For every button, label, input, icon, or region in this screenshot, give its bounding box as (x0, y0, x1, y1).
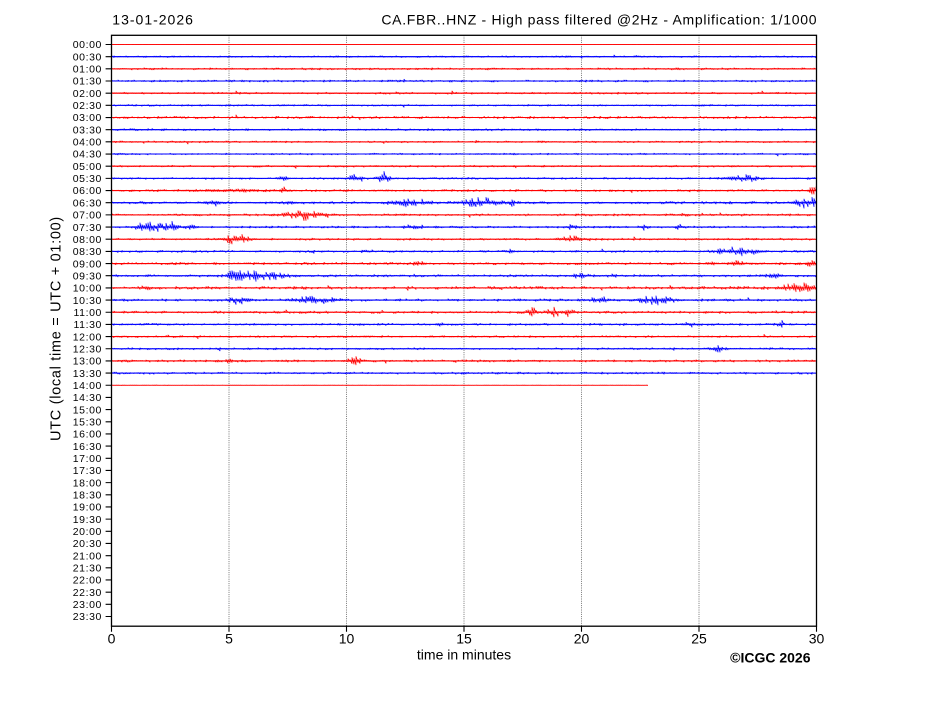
svg-text:21:30: 21:30 (73, 563, 102, 575)
svg-text:19:00: 19:00 (73, 502, 102, 514)
svg-text:CA.FBR..HNZ - High pass filter: CA.FBR..HNZ - High pass filtered @2Hz - … (381, 12, 817, 28)
svg-text:11:00: 11:00 (74, 307, 103, 319)
svg-text:13:30: 13:30 (73, 368, 102, 380)
svg-text:22:00: 22:00 (73, 575, 102, 587)
svg-text:08:30: 08:30 (73, 246, 102, 258)
svg-text:time in minutes: time in minutes (417, 646, 511, 662)
svg-text:17:30: 17:30 (73, 465, 102, 477)
svg-text:14:00: 14:00 (73, 380, 102, 392)
svg-text:UTC (local time = UTC + 01:00): UTC (local time = UTC + 01:00) (49, 216, 65, 441)
svg-text:11:30: 11:30 (74, 319, 103, 331)
svg-text:01:30: 01:30 (73, 76, 102, 88)
svg-text:12:30: 12:30 (73, 343, 102, 355)
svg-text:16:30: 16:30 (73, 441, 102, 453)
svg-text:23:00: 23:00 (73, 599, 102, 611)
svg-text:10:30: 10:30 (73, 295, 102, 307)
svg-text:04:30: 04:30 (73, 149, 102, 161)
svg-text:18:30: 18:30 (73, 489, 102, 501)
svg-text:15:00: 15:00 (73, 404, 102, 416)
svg-text:18:00: 18:00 (73, 477, 102, 489)
svg-text:05:30: 05:30 (73, 173, 102, 185)
svg-text:0: 0 (108, 631, 116, 647)
svg-text:00:30: 00:30 (73, 51, 102, 63)
svg-text:01:00: 01:00 (73, 64, 102, 76)
svg-text:16:00: 16:00 (73, 429, 102, 441)
svg-text:00:00: 00:00 (73, 39, 102, 51)
svg-text:10: 10 (339, 631, 355, 647)
svg-text:23:30: 23:30 (73, 611, 102, 623)
svg-text:20: 20 (574, 631, 590, 647)
svg-text:13:00: 13:00 (73, 356, 102, 368)
svg-text:07:30: 07:30 (73, 222, 102, 234)
svg-text:02:00: 02:00 (73, 88, 102, 100)
svg-text:09:30: 09:30 (73, 270, 102, 282)
svg-text:15: 15 (456, 631, 472, 647)
svg-text:08:00: 08:00 (73, 234, 102, 246)
svg-text:09:00: 09:00 (73, 258, 102, 270)
svg-text:20:30: 20:30 (73, 538, 102, 550)
svg-text:13-01-2026: 13-01-2026 (112, 12, 194, 28)
svg-text:21:00: 21:00 (73, 550, 102, 562)
svg-text:15:30: 15:30 (73, 416, 102, 428)
svg-text:19:30: 19:30 (73, 514, 102, 526)
svg-text:17:00: 17:00 (73, 453, 102, 465)
svg-text:12:00: 12:00 (73, 331, 102, 343)
svg-text:20:00: 20:00 (73, 526, 102, 538)
svg-text:05:00: 05:00 (73, 161, 102, 173)
svg-text:14:30: 14:30 (73, 392, 102, 404)
svg-text:06:30: 06:30 (73, 197, 102, 209)
svg-text:22:30: 22:30 (73, 587, 102, 599)
svg-text:02:30: 02:30 (73, 100, 102, 112)
svg-text:04:00: 04:00 (73, 137, 102, 149)
svg-text:07:00: 07:00 (73, 210, 102, 222)
svg-text:25: 25 (691, 631, 707, 647)
svg-text:5: 5 (225, 631, 233, 647)
svg-text:©ICGC 2026: ©ICGC 2026 (730, 650, 811, 666)
svg-text:10:00: 10:00 (73, 283, 102, 295)
svg-text:06:00: 06:00 (73, 185, 102, 197)
svg-text:30: 30 (809, 631, 825, 647)
svg-text:03:30: 03:30 (73, 124, 102, 136)
svg-text:03:00: 03:00 (73, 112, 102, 124)
